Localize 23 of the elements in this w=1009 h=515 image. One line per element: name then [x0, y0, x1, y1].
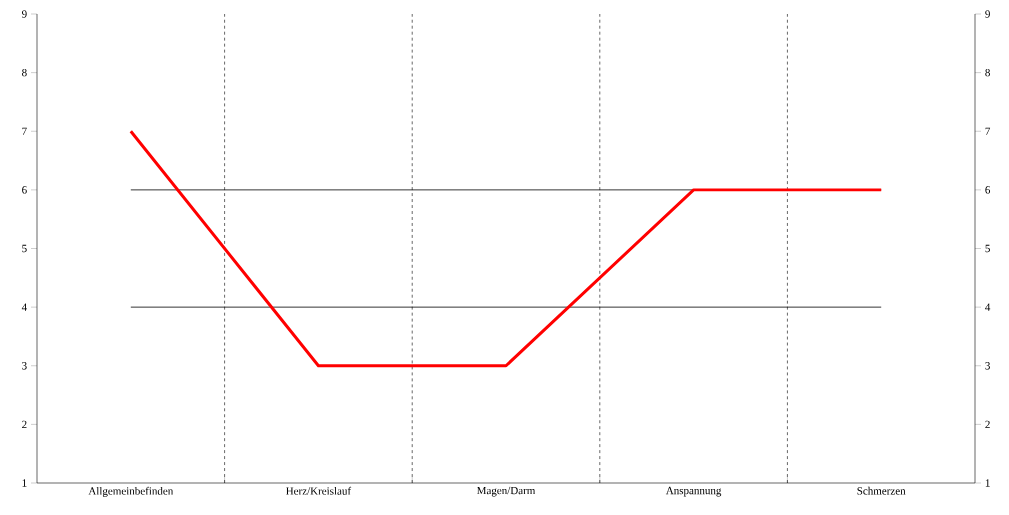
x-tick-label: Schmerzen [857, 486, 906, 495]
y-tick-label: 8 [22, 68, 27, 77]
y2-tick-label: 6 [985, 186, 991, 194]
x-tick-label: Allgemeinbefinden [88, 486, 174, 497]
y-tick-label: 7 [22, 127, 27, 135]
y-tick-label: 2 [22, 420, 27, 429]
y2-tick-label: 4 [985, 303, 991, 311]
y2-tick-label: 8 [985, 68, 990, 77]
y-tick-label: 6 [22, 186, 27, 194]
y-tick-label: 1 [22, 479, 27, 487]
y2-tick-label: 2 [985, 420, 990, 429]
y2-tick-label: 5 [985, 244, 990, 253]
y-tick-label: 3 [22, 362, 27, 370]
x-tick-label: Herz/Kreislauf [286, 486, 352, 495]
y2-tick-label: 9 [985, 10, 990, 18]
y2-tick-label: 7 [985, 127, 991, 135]
y2-tick-label: 3 [985, 362, 990, 370]
y-tick-label: 9 [21, 10, 27, 18]
y-tick-label: 4 [21, 303, 27, 311]
y-tick-label: 5 [22, 244, 27, 253]
x-tick-label: Anspannung [665, 486, 722, 497]
y2-tick-label: 1 [985, 479, 990, 487]
x-tick-label: Magen/Darm [476, 486, 536, 497]
